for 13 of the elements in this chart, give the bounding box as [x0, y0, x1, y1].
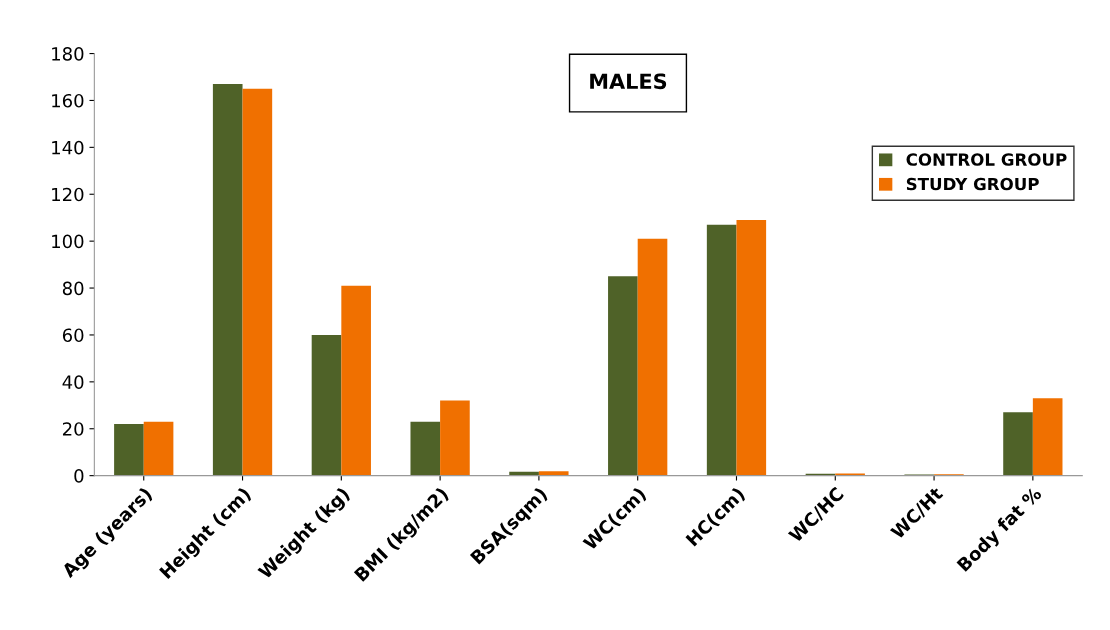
legend-label: STUDY GROUP	[906, 177, 1039, 191]
text: MALES	[590, 73, 667, 90]
y-tick-label: 120	[52, 187, 84, 202]
y-tick-label: 180	[52, 47, 84, 61]
y-tick-label: 60	[62, 328, 84, 343]
y-tick-label: 20	[62, 422, 84, 436]
y-tick-label: 100	[52, 234, 84, 249]
y-tick-label: 80	[62, 281, 84, 296]
y-tick-label: 160	[52, 93, 84, 108]
y-tick-label: 0	[74, 469, 84, 483]
legend-label: CONTROL GROUP	[906, 153, 1067, 166]
y-tick-label: 40	[62, 375, 84, 389]
y-tick-label: 140	[52, 140, 84, 155]
